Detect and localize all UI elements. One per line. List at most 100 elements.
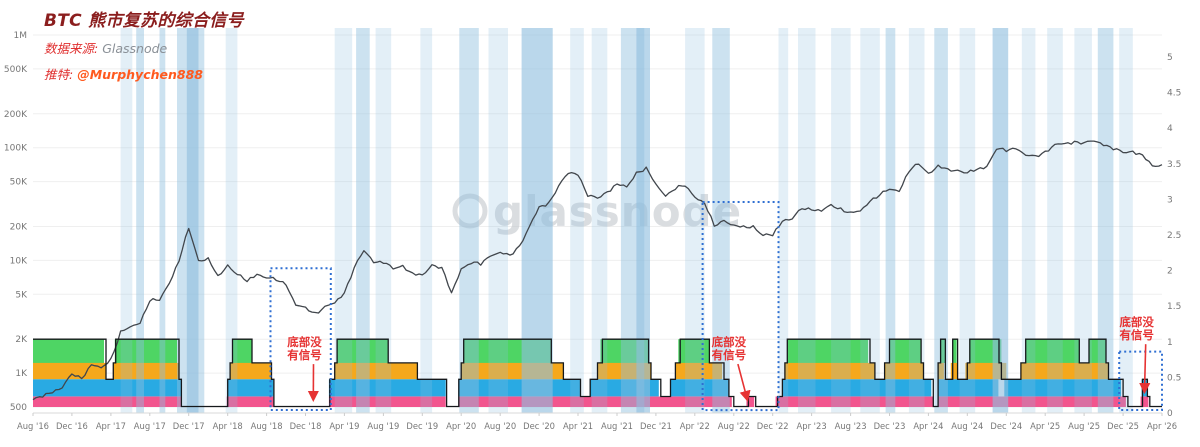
signal-band-yellow — [1020, 362, 1109, 380]
x-axis-label: Apr '18 — [213, 421, 243, 431]
signal-band-yellow — [675, 362, 723, 380]
signal-band-yellow — [784, 362, 875, 380]
signal-band-blue — [227, 379, 274, 397]
left-axis-label: 2K — [15, 335, 28, 345]
x-axis-label: Dec '17 — [173, 421, 205, 431]
signal-step-line — [33, 338, 1162, 408]
signal-band-yellow — [33, 362, 106, 380]
signal-band-pink — [775, 396, 934, 407]
x-axis-label: Aug '23 — [835, 421, 867, 431]
right-axis-label: 2 — [1167, 267, 1173, 277]
highlight-region — [521, 28, 553, 413]
left-axis-label: 500K — [4, 65, 28, 75]
annotation-arrow-3 — [1139, 344, 1151, 395]
x-axis-label: Apr '20 — [446, 421, 476, 431]
x-axis-label: Apr '21 — [563, 421, 593, 431]
signal-band-green — [1089, 339, 1106, 363]
x-axis-label: Aug '19 — [367, 421, 399, 431]
right-axis-label: 0 — [1167, 409, 1173, 419]
right-axis-label: 1.5 — [1167, 302, 1181, 312]
signal-step — [33, 338, 1162, 408]
signal-band-green — [33, 339, 104, 363]
signal-band-blue — [328, 379, 446, 397]
x-axis-label: Dec '19 — [406, 421, 438, 431]
highlight-region — [860, 28, 880, 413]
x-axis-label: Apr '26 — [1147, 421, 1177, 431]
x-axis-label: Aug '20 — [484, 421, 516, 431]
signal-band-pink — [1140, 396, 1149, 407]
signal-band-green — [787, 339, 869, 363]
highlight-region — [159, 28, 166, 413]
left-axis-label: 100K — [4, 144, 28, 154]
highlight-region — [885, 28, 896, 413]
right-axis-label: 4.5 — [1167, 89, 1181, 99]
signal-band-pink — [938, 396, 1126, 407]
x-axis-label: Apr '19 — [329, 421, 359, 431]
signal-band-green — [336, 339, 389, 363]
highlight-region — [459, 28, 479, 413]
left-axis-label: 10K — [10, 256, 28, 266]
right-axis-label: 4 — [1167, 124, 1173, 134]
highlight-region — [186, 28, 199, 413]
right-axis-label: 5 — [1167, 53, 1173, 63]
signal-band-yellow — [334, 362, 418, 380]
signal-band-yellow — [229, 362, 272, 380]
signal-band-blue — [1004, 379, 1122, 397]
highlight-regions — [120, 28, 1133, 413]
price-series — [32, 140, 1163, 401]
left-axis-label: 1K — [15, 369, 28, 379]
highlight-region — [908, 28, 925, 413]
x-axis-label: Apr '22 — [680, 421, 710, 431]
highlight-region — [1074, 28, 1092, 413]
x-axis-label: Aug '18 — [251, 421, 283, 431]
left-axis-label: 50K — [10, 178, 28, 188]
highlight-region — [1021, 28, 1036, 413]
right-axis-label: 2.5 — [1167, 231, 1181, 241]
x-axis-label: Aug '25 — [1068, 421, 1100, 431]
x-axis-label: Apr '25 — [1030, 421, 1060, 431]
signal-band-yellow — [112, 362, 179, 380]
signal-band-yellow — [950, 362, 958, 380]
x-axis-label: Apr '17 — [96, 421, 126, 431]
left-axis-label: 500 — [10, 403, 27, 413]
highlight-region — [334, 28, 353, 413]
dotted-box-2 — [701, 201, 780, 412]
x-axis-label: Dec '23 — [874, 421, 906, 431]
highlight-region — [934, 28, 948, 413]
x-axis-label: Dec '20 — [523, 421, 555, 431]
highlight-region — [375, 28, 392, 413]
x-axis-label: Dec '21 — [640, 421, 672, 431]
x-axis-label: Aug '22 — [718, 421, 750, 431]
left-axis-label: 5K — [15, 290, 28, 300]
highlight-region — [570, 28, 584, 413]
signal-band-green — [600, 339, 649, 363]
x-axis-label: Aug '16 — [17, 421, 49, 431]
highlight-region — [959, 28, 976, 413]
right-axis-label: 3.5 — [1167, 160, 1181, 170]
highlight-region — [1119, 28, 1133, 413]
signal-band-green — [678, 339, 710, 363]
left-axis-label: 200K — [4, 110, 28, 120]
highlight-region — [636, 28, 650, 413]
signal-band-green — [1025, 339, 1080, 363]
x-axis-label: Dec '25 — [1107, 421, 1139, 431]
x-axis-label: Aug '21 — [601, 421, 633, 431]
left-axis-label: 1M — [14, 31, 28, 41]
dotted-boxes — [269, 201, 1163, 412]
right-axis-label: 3 — [1167, 195, 1173, 205]
signal-band-pink — [33, 396, 181, 407]
signal-band-blue — [938, 379, 999, 397]
signal-band-pink — [226, 396, 274, 407]
highlight-region — [685, 28, 705, 413]
highlight-region — [798, 28, 816, 413]
signal-band-pink — [328, 396, 446, 407]
highlight-region — [1047, 28, 1063, 413]
signal-band-yellow — [884, 362, 924, 380]
dotted-box-1 — [269, 267, 332, 411]
highlight-region — [992, 28, 1009, 413]
annotation-arrow-2 — [737, 363, 751, 402]
right-axis-label: 1 — [1167, 338, 1173, 348]
